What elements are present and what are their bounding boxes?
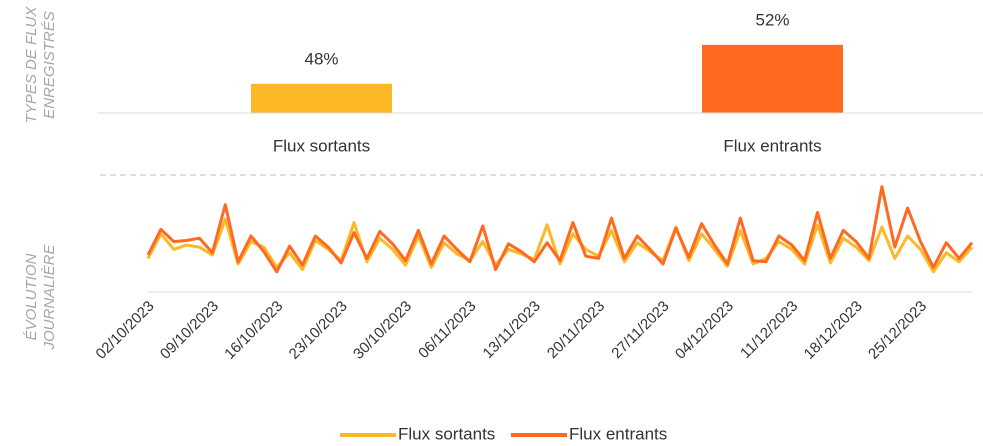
axis-label: ÉVOLUTION xyxy=(23,253,40,340)
x-tick-label: 04/12/2023 xyxy=(672,298,737,363)
axis-label: TYPES DE FLUX xyxy=(23,6,40,124)
data-label: 48% xyxy=(304,49,338,68)
legend-label: Flux sortants xyxy=(398,424,495,443)
x-tick-label: Flux entrants xyxy=(723,136,821,155)
x-tick-label: 06/11/2023 xyxy=(415,298,479,362)
x-tick-label: 02/10/2023 xyxy=(93,298,158,363)
x-tick-label: 27/11/2023 xyxy=(608,298,672,362)
axis-label: ENREGISTRÉS xyxy=(41,11,58,119)
axis-label: JOURNALIÈRE xyxy=(41,243,58,350)
legend-label: Flux entrants xyxy=(569,424,667,443)
x-tick-label: 20/11/2023 xyxy=(544,298,608,362)
bar xyxy=(251,83,392,113)
x-tick-label: 30/10/2023 xyxy=(350,298,415,363)
x-tick-label: 11/12/2023 xyxy=(737,298,801,362)
x-tick-label: 09/10/2023 xyxy=(157,298,222,363)
x-tick-label: 16/10/2023 xyxy=(221,298,286,363)
x-tick-label: 18/12/2023 xyxy=(801,298,866,363)
x-tick-label: 23/10/2023 xyxy=(286,298,351,363)
data-label: 52% xyxy=(755,10,789,29)
bar xyxy=(702,44,843,113)
x-tick-label: 13/11/2023 xyxy=(480,298,544,362)
x-tick-label: Flux sortants xyxy=(273,136,370,155)
x-tick-label: 25/12/2023 xyxy=(865,298,930,363)
series-line xyxy=(146,185,974,274)
